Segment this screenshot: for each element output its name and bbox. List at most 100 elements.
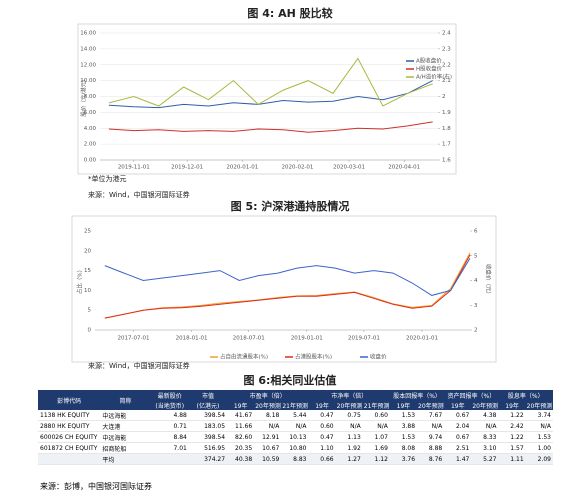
table-cell: 8.08 [389,442,418,454]
y-tick-label: 15 [84,268,91,274]
y-tick-label: 10.00 [80,78,96,84]
valuation-table: 彭博代码 简称 最新股价 市值 市盈率（倍） 市净率（倍） 股本回报率（%） 资产回报率（%）… [38,390,553,465]
table-cell: 5.44 [281,410,309,421]
y2-tick-label: 1.7 [442,142,451,148]
table-cell: 8.33 [471,431,499,443]
average-row: 平均 374.27 40.38 10.59 8.83 0.66 1.27 1.12 3.76 8.… [38,453,553,465]
table-cell: 1138 HK EQUITY [38,410,101,421]
legend-label: 收盘价 [370,353,387,361]
y-axis-label: 股价（元/港元） [80,76,88,116]
table-cell [150,453,189,465]
table-cell: 1.53 [389,410,418,421]
legend-label: 占自由流通股本(%) [220,353,268,361]
table-cell: 1.57 [498,442,526,454]
table-cell: 12.91 [254,431,282,443]
table-cell: 0.67 [444,431,472,443]
table-cell: 4.88 [150,410,189,421]
table-cell: 600026 CH EQUITY [38,431,101,443]
chart-frame [71,215,497,363]
table-cell: 183.05 [188,420,228,432]
table-cell: 10.80 [281,442,309,454]
table-row: 600026 CH EQUITY 中远海能 8.84 398.54 82.60 12.91… [38,431,553,443]
header-cell: 彭博代码 [38,390,101,410]
header-cell: 市盈率（倍） [227,390,309,400]
table-cell: 大连港 [100,420,151,432]
y2-tick-label: 2.2 [442,62,451,68]
header-cell: 股本回报率（%） [389,390,445,400]
y-tick-label: 16.00 [80,31,96,37]
table-cell: N/A [281,420,309,432]
x-tick-label: 2020-01-01 [226,165,258,171]
header-cell: 19年 [308,400,336,410]
y-tick-label: 6.00 [84,110,97,116]
header-cell: 20年预测 [335,400,363,410]
table-cell: 516.95 [188,442,228,454]
table-cell: 0.47 [308,431,336,443]
table-cell: 招商轮船 [100,442,151,454]
y2-tick-label: 1.9 [442,110,451,116]
table-cell: 4.38 [471,410,499,421]
header-cell: 最新股价 [150,390,189,400]
table-cell: 0.67 [444,410,472,421]
x-tick-label: 2019-12-01 [171,165,203,171]
table-cell [38,453,101,465]
x-tick-label: 2020-02-01 [281,165,313,171]
header-cell: 简称 [100,390,151,410]
header-cell: (亿港元) [188,400,228,410]
header-cell: 20年预测 [471,400,499,410]
table-cell: 中远海能 [100,410,151,421]
y2-tick-label: 1.8 [442,126,451,132]
y2-tick-label: 6 [474,229,478,235]
table-cell: 1.00 [525,442,553,454]
table-cell: 1.53 [525,431,553,443]
series-line [104,254,471,319]
table-cell: 8.84 [150,431,189,443]
charts: 图 4: AH 股比较 *单位为港元 来源：Wind，中国银河国际证券 图 5:… [71,6,497,386]
table-title: 图 6:相关同业估值 [244,373,337,386]
chart-title: 图 5: 沪深港通持股情况 [231,199,350,213]
header-cell: (当地货币) [150,400,189,410]
y2-axis-label: 收盘价（元） [485,264,493,297]
table-cell: 7.67 [417,410,445,421]
header-cell: 股息率（%） [498,390,553,400]
y-tick-label: 0 [88,328,92,334]
y-axis-label: 占比（%） [76,267,84,294]
table-cell: 40.38 [227,453,255,465]
header-cell: 19年 [444,400,472,410]
table-cell: 1.53 [389,431,418,443]
y2-tick-label: 2 [442,94,446,100]
table-cell: 0.66 [308,453,336,465]
header-cell: 19年 [389,400,418,410]
chart-frame [77,23,457,175]
series-line [108,57,433,107]
table-cell: 平均 [100,453,151,465]
table-cell: 374.27 [188,453,228,465]
legend-label: A/H溢价率(右) [416,73,452,81]
table-cell: 8.88 [417,442,445,454]
table-cell: 2880 HK EQUITY [38,420,101,432]
x-tick-label: 2020-04-01 [388,165,420,171]
y-tick-label: 25 [84,229,91,235]
table-row: 2880 HK EQUITY 大连港 0.71 183.05 11.66 N/A N/A 0.… [38,420,553,432]
table-cell: 1.07 [362,431,390,443]
table-cell: 1.47 [444,453,472,465]
table-cell: 1.22 [498,431,526,443]
y2-tick-label: 2.1 [442,78,451,84]
table-cell: N/A [254,420,282,432]
y2-tick-label: 2 [474,328,478,334]
table-cell: 3.76 [389,453,418,465]
series-line [104,257,471,296]
y2-tick-label: 1.6 [442,158,451,164]
table-cell: 1.12 [362,453,390,465]
y2-tick-label: 2.4 [442,31,451,37]
table-cell: 3.88 [389,420,418,432]
table-cell: 2.04 [444,420,472,432]
table-cell: N/A [525,420,553,432]
table-cell: 1.27 [335,453,363,465]
table-cell: 1.11 [498,453,526,465]
table-cell: 9.74 [417,431,445,443]
table-cell: 5.27 [471,453,499,465]
x-tick-label: 2017-07-01 [118,336,150,342]
source: 来源：Wind，中国银河国际证券 [88,190,190,199]
